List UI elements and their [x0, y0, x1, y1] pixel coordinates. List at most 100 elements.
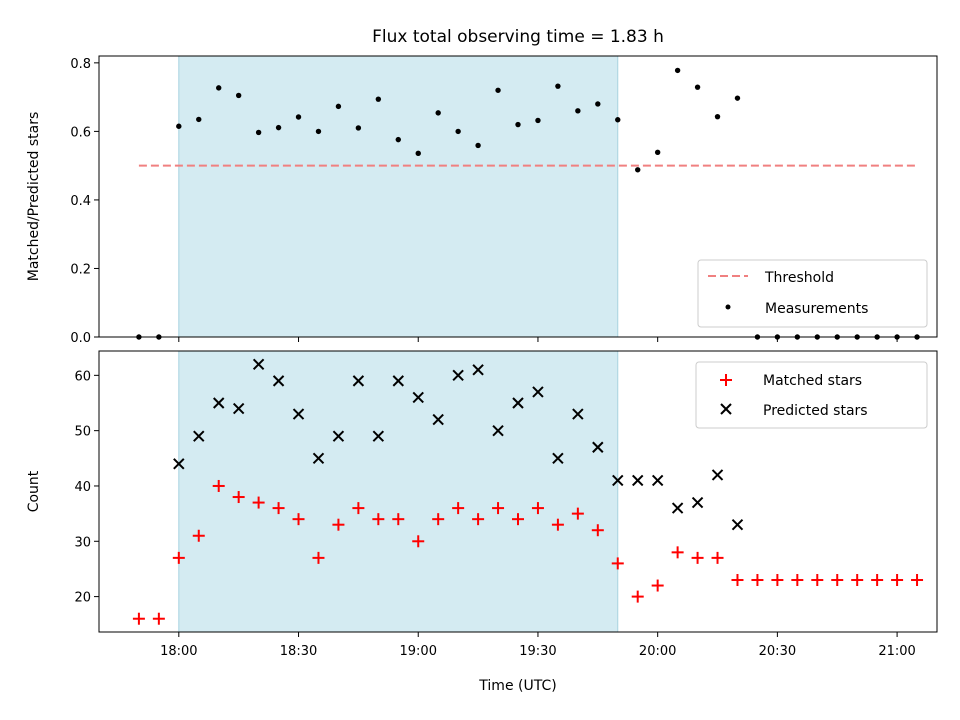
count-panel: 20 30 40 50 60 18:00 18:30 19:00 19:30 20:00 20:3…	[26, 350, 938, 694]
matched-star-point	[132, 612, 145, 625]
predicted-star-point	[412, 391, 424, 404]
matched-star-point	[791, 574, 804, 587]
y-tick-label: 40	[74, 480, 91, 495]
measurement-point	[335, 103, 342, 110]
predicted-star-point	[472, 364, 484, 376]
matched-stars-points	[132, 479, 924, 625]
measurement-point	[415, 150, 421, 157]
measurement-point	[275, 124, 282, 131]
predicted-star-point	[731, 518, 744, 531]
measurement-point	[235, 92, 242, 99]
predicted-star-point	[432, 413, 444, 426]
x-tick-label: 20:30	[759, 644, 796, 659]
matched-star-point	[332, 518, 345, 531]
matched-star-point	[631, 590, 644, 603]
measurement-points	[136, 67, 920, 340]
matched-star-point	[751, 574, 764, 587]
predicted-star-point	[352, 375, 365, 387]
count-x-ticks: 18:00 18:30 19:00 19:30 20:00 20:30 21:00	[160, 632, 916, 659]
measurement-point	[555, 83, 561, 89]
matched-star-point	[472, 513, 485, 526]
matched-star-point	[811, 574, 824, 587]
measurement-point	[176, 123, 182, 129]
measurement-point	[734, 95, 741, 101]
x-tick-label: 19:30	[519, 644, 556, 659]
predicted-stars-points	[173, 358, 744, 531]
y-tick-label: 0.4	[70, 194, 91, 209]
matched-star-point	[372, 513, 385, 526]
measurement-point	[395, 136, 401, 143]
predicted-star-point	[213, 397, 225, 409]
predicted-star-point	[272, 375, 285, 387]
measurement-point	[435, 110, 441, 116]
matched-star-point	[392, 513, 405, 526]
matched-star-point	[871, 574, 884, 587]
predicted-star-point	[312, 452, 325, 465]
matched-star-point	[272, 502, 285, 515]
measurement-point	[535, 117, 541, 124]
y-tick-label: 50	[74, 425, 91, 440]
count-x-axis-label: Time (UTC)	[478, 678, 556, 694]
y-tick-label: 0.0	[70, 331, 91, 346]
predicted-star-point	[592, 441, 604, 453]
measurement-point	[196, 116, 202, 123]
predicted-star-point	[612, 474, 624, 487]
y-tick-label: 20	[74, 591, 91, 606]
predicted-star-point	[532, 386, 544, 398]
matched-star-point	[691, 551, 704, 564]
x-tick-label: 18:00	[160, 644, 197, 659]
predicted-star-point	[173, 458, 185, 470]
measurement-point	[674, 67, 681, 74]
measurement-point	[255, 129, 262, 136]
count-legend: Matched stars Predicted stars	[695, 361, 928, 429]
measurement-point	[615, 117, 621, 123]
matched-star-point	[312, 551, 325, 564]
ratio-y-ticks: 0.0 0.2 0.4 0.6 0.8	[70, 57, 99, 346]
matched-star-point	[571, 507, 584, 520]
matched-star-point	[671, 546, 684, 559]
ratio-legend: Threshold Measurements	[697, 259, 928, 328]
predicted-star-point	[193, 430, 205, 442]
matched-star-point	[831, 574, 844, 587]
observing-window-shade	[178, 350, 619, 633]
measurement-point	[295, 114, 302, 120]
count-plot-frame	[98, 350, 938, 633]
measurement-point	[315, 128, 322, 135]
chart-title: Flux total observing time = 1.83 h	[372, 27, 664, 47]
legend-predicted-label: Predicted stars	[763, 403, 868, 419]
matched-star-point	[531, 502, 544, 515]
ratio-plot-frame	[98, 55, 938, 338]
matched-star-point	[232, 491, 245, 504]
legend-measurements-swatch	[725, 304, 731, 310]
matched-star-point	[212, 479, 225, 492]
count-y-ticks: 20 30 40 50 60	[74, 369, 99, 606]
predicted-star-point	[252, 358, 265, 370]
legend-measurements-label: Measurements	[765, 301, 868, 317]
predicted-star-point	[671, 502, 684, 514]
predicted-star-point	[572, 408, 584, 420]
legend-matched-label: Matched stars	[763, 373, 862, 389]
x-tick-label: 19:00	[400, 644, 437, 659]
predicted-star-point	[512, 397, 524, 409]
measurement-point	[355, 125, 362, 131]
legend-matched-swatch	[720, 374, 732, 386]
predicted-star-point	[292, 408, 305, 420]
y-tick-label: 0.6	[70, 125, 91, 140]
measurement-point	[654, 149, 661, 155]
matched-star-point	[891, 574, 904, 587]
ratio-x-ticks	[178, 337, 898, 342]
matched-star-point	[911, 574, 924, 587]
matched-star-point	[452, 502, 465, 515]
ratio-y-axis-label: Matched/Predicted stars	[26, 112, 42, 282]
ratio-legend-box	[697, 259, 928, 328]
legend-threshold-label: Threshold	[764, 270, 834, 286]
measurement-point	[475, 142, 481, 149]
matched-star-point	[711, 551, 724, 564]
matched-star-point	[412, 535, 425, 548]
ratio-panel: 0.00.20.40.60.8 Matched/Predicted stars …	[26, 55, 938, 346]
x-tick-label: 21:00	[878, 644, 915, 659]
measurement-point	[515, 121, 521, 128]
predicted-star-point	[392, 375, 404, 387]
matched-star-point	[512, 513, 524, 526]
